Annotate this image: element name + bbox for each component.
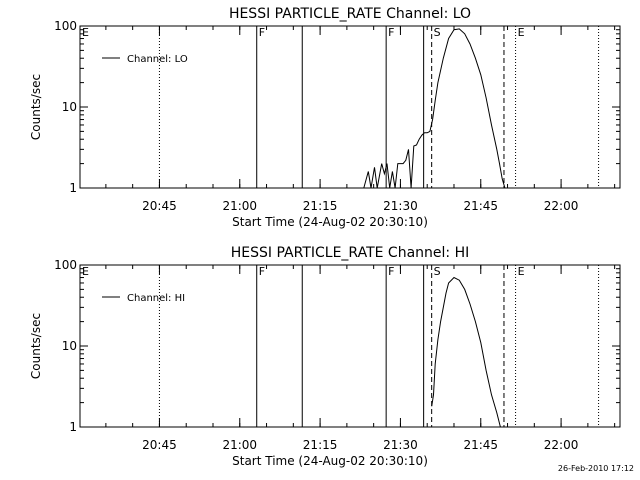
event-marker-label: F: [259, 265, 265, 278]
x-tick-label: 21:30: [383, 438, 418, 452]
x-tick-label: 21:15: [303, 199, 338, 213]
legend-entry: Channel: LO: [127, 54, 188, 65]
lo-channel-panel: HESSI PARTICLE_RATE Channel: LO Counts/se…: [29, 6, 621, 229]
x-tick-label: 21:45: [463, 199, 498, 213]
x-axis-label: Start Time (24-Aug-02 20:30:10): [232, 454, 428, 468]
event-marker-label: F: [388, 265, 394, 278]
hi-channel-panel: HESSI PARTICLE_RATE Channel: HI Counts/se…: [29, 245, 621, 468]
plot-frame: [79, 264, 621, 428]
y-tick-label: 1: [69, 181, 77, 195]
series-line: [363, 28, 506, 189]
x-tick-label: 22:00: [544, 199, 579, 213]
x-tick-label: 21:45: [463, 438, 498, 452]
footer-timestamp: 26-Feb-2010 17:12: [557, 464, 634, 473]
event-marker-label: E: [518, 26, 525, 39]
event-marker-label: E: [82, 265, 89, 278]
y-tick-label: 1: [69, 420, 77, 434]
x-tick-label: 21:30: [383, 199, 418, 213]
y-tick-label: 10: [62, 339, 77, 353]
x-tick-label: 21:15: [303, 438, 338, 452]
y-axis-label: Counts/sec: [29, 313, 43, 379]
event-marker-label: F: [259, 26, 265, 39]
x-axis-label: Start Time (24-Aug-02 20:30:10): [232, 215, 428, 229]
event-marker-label: S: [434, 26, 441, 39]
event-marker-label: E: [82, 26, 89, 39]
x-tick-label: 20:45: [142, 199, 177, 213]
x-tick-label: 20:45: [142, 438, 177, 452]
event-marker-label: E: [518, 265, 525, 278]
y-tick-label: 100: [54, 19, 77, 33]
event-marker-label: F: [388, 26, 394, 39]
legend-entry: Channel: HI: [127, 293, 185, 304]
plot-frame: [79, 25, 621, 189]
y-axis-label: Counts/sec: [29, 74, 43, 140]
series-line: [431, 276, 501, 428]
y-tick-label: 10: [62, 100, 77, 114]
x-tick-label: 21:00: [222, 199, 257, 213]
chart-title: HESSI PARTICLE_RATE Channel: HI: [231, 245, 469, 261]
event-marker-label: S: [434, 265, 441, 278]
x-tick-label: 21:00: [222, 438, 257, 452]
chart-title: HESSI PARTICLE_RATE Channel: LO: [229, 6, 471, 22]
y-tick-label: 100: [54, 258, 77, 272]
x-tick-label: 22:00: [544, 438, 579, 452]
